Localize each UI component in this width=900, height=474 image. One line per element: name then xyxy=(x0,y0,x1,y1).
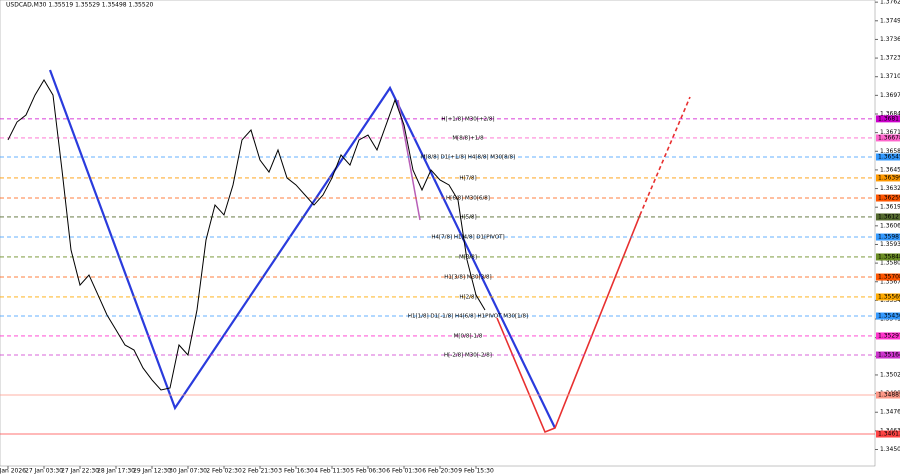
level-label: H[5/8] xyxy=(459,214,476,220)
y-tick-label: 1.36975 xyxy=(880,92,900,99)
level-tag xyxy=(876,312,900,320)
level-price: 1.35569 xyxy=(878,293,900,300)
level-tag xyxy=(876,293,900,301)
plot-frame xyxy=(0,0,876,467)
y-tick-label: 1.36715 xyxy=(880,129,900,136)
x-tick-label: 4 Feb 11:30 xyxy=(314,468,350,474)
y-tick-label: 1.36845 xyxy=(880,110,900,117)
x-tick-label: 6 Feb 01:30 xyxy=(386,468,422,474)
x-tick-label: 2 Feb 02:30 xyxy=(206,468,242,474)
level-tag xyxy=(876,153,900,161)
level-price: 1.36678 xyxy=(878,134,900,141)
level-price: 1.36259 xyxy=(878,195,900,202)
level-tag xyxy=(876,115,900,123)
level-price: 1.36399 xyxy=(878,174,900,181)
level-tag xyxy=(876,134,900,142)
price-line xyxy=(7,79,486,391)
level-price: 1.35297 xyxy=(878,332,900,339)
y-tick-label: 1.34765 xyxy=(880,409,900,416)
level-label: M[8/8]+1/8 xyxy=(452,135,484,141)
level-tag xyxy=(876,273,900,281)
level-label: H[7/8] xyxy=(459,175,476,181)
x-tick-label: 30 Jan 07:30 xyxy=(169,468,207,474)
y-tick-label: 1.36585 xyxy=(880,148,900,155)
level-label: M[8/8] D1[+1/8] H4[8/8] M30[8/8] xyxy=(421,155,515,161)
x-tick-label: 29 Jan 12:30 xyxy=(133,468,171,474)
y-tick-label: 1.36325 xyxy=(880,185,900,192)
x-tick-label: 2 Feb 21:30 xyxy=(242,468,278,474)
level-tag xyxy=(876,253,900,261)
x-tick-label: 26 Jan 2026 xyxy=(0,468,26,474)
level-price: 1.35848 xyxy=(878,253,900,260)
level-tag xyxy=(876,174,900,182)
level-price: 1.36811 xyxy=(878,115,900,122)
level-tag xyxy=(876,391,900,399)
x-tick-label: 3 Feb 16:30 xyxy=(278,468,314,474)
trend-zigzag xyxy=(48,69,556,429)
level-price: 1.34885 xyxy=(878,392,900,399)
level-label: M[3/8] xyxy=(459,254,477,260)
y-tick-label: 1.35675 xyxy=(880,278,900,285)
level-tag xyxy=(876,430,900,438)
y-tick-label: 1.35025 xyxy=(880,371,900,378)
level-price: 1.34613 xyxy=(878,431,900,438)
level-tag xyxy=(876,233,900,241)
level-tag xyxy=(876,213,900,221)
level-label: M[0/8]-1/8 xyxy=(454,333,483,339)
x-tick-label: 27 Jan 03:30 xyxy=(25,468,63,474)
x-tick-label: 6 Feb 20:30 xyxy=(422,468,458,474)
level-label: H[-2/8] M30[-2/8] xyxy=(444,353,492,359)
level-price: 1.35987 xyxy=(878,234,900,241)
level-tag xyxy=(876,351,900,359)
level-label: H[2/8] xyxy=(459,294,476,300)
y-tick-label: 1.34505 xyxy=(880,446,900,453)
level-label: H1[1/8] D1[-1/8] H4[6/8] H1PIVOT M30[1/8… xyxy=(408,314,528,320)
x-tick-label: 27 Jan 22:30 xyxy=(61,468,99,474)
level-price: 1.35708 xyxy=(878,274,900,281)
level-tag xyxy=(876,332,900,340)
y-tick-label: 1.36455 xyxy=(880,166,900,173)
level-tag xyxy=(876,194,900,202)
y-tick-label: 1.36065 xyxy=(880,222,900,229)
y-tick-label: 1.37495 xyxy=(880,17,900,24)
y-tick-label: 1.35935 xyxy=(880,241,900,248)
projection xyxy=(496,214,641,434)
level-price: 1.36545 xyxy=(878,154,900,161)
level-price: 1.35164 xyxy=(878,352,900,359)
level-label: H[+1/8] M30[+2/8] xyxy=(441,116,494,122)
y-tick-label: 1.36195 xyxy=(880,204,900,211)
y-tick-label: 1.37365 xyxy=(880,36,900,43)
x-tick-label: 28 Jan 17:30 xyxy=(97,468,135,474)
y-tick-label: 1.37235 xyxy=(880,55,900,62)
level-label: H4[7/8] H1[4/8] D1[PIVOT] xyxy=(431,235,504,241)
level-label: H[6/8] M30[6/8] xyxy=(446,196,490,202)
level-label: H1[3/8] M30[3/8] xyxy=(444,275,491,281)
projection-dashed xyxy=(639,96,691,216)
y-tick-label: 1.37105 xyxy=(880,73,900,80)
level-price: 1.36127 xyxy=(878,213,900,220)
x-tick-label: 5 Feb 06:30 xyxy=(350,468,386,474)
chart-title: USDCAD,M30 1.35519 1.35529 1.35498 1.355… xyxy=(6,2,154,9)
y-tick-label: 1.37625 xyxy=(880,0,900,6)
y-tick-label: 1.35805 xyxy=(880,260,900,267)
level-price: 1.35436 xyxy=(878,313,900,320)
x-tick-label: 9 Feb 15:30 xyxy=(458,468,494,474)
